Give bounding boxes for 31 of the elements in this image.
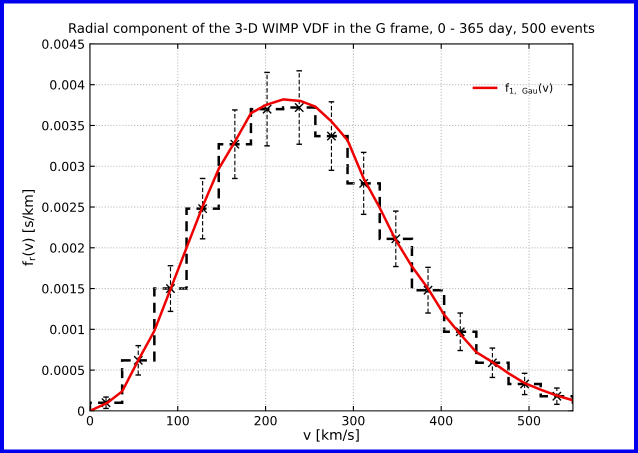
y-axis-title: f$_{r}$(v) [s/km]	[22, 190, 36, 266]
point	[198, 204, 208, 214]
chart-title: Radial component of the 3-D WIMP VDF in the G frame, 0 - 365 day, 500 events	[69, 22, 594, 36]
point	[294, 102, 304, 112]
point	[133, 355, 144, 366]
point	[552, 391, 562, 402]
point	[166, 284, 176, 294]
x-axis-title: v [km/s]	[303, 429, 359, 442]
point	[326, 131, 336, 141]
y-tick-label: 0.0005	[42, 366, 84, 376]
y-tick-label: 0.0015	[42, 284, 84, 294]
point	[390, 234, 401, 244]
y-tick-label: 0.002	[50, 243, 84, 253]
point	[455, 326, 466, 337]
y-tick-label: 0	[78, 406, 84, 416]
y-tick-label: 0.0045	[42, 39, 84, 49]
y-tick-label: 0.004	[50, 80, 84, 90]
y-tick-label: 0.0025	[42, 202, 84, 212]
point	[488, 358, 498, 368]
x-tick-label: 500	[518, 416, 540, 426]
x-tick-label: 300	[342, 416, 364, 426]
y-tick-label: 0.001	[50, 324, 84, 334]
y-tick-label: 0.003	[50, 162, 84, 172]
x-tick-label: 100	[167, 416, 189, 426]
point	[358, 178, 369, 188]
x-tick-label: 0	[86, 416, 94, 426]
x-tick-label: 200	[254, 416, 277, 426]
legend-label: f$_{1, Gau}$(v)	[505, 83, 552, 94]
point	[262, 104, 272, 114]
x-tick-label: 400	[430, 416, 452, 426]
y-tick-label: 0.0035	[42, 120, 84, 130]
